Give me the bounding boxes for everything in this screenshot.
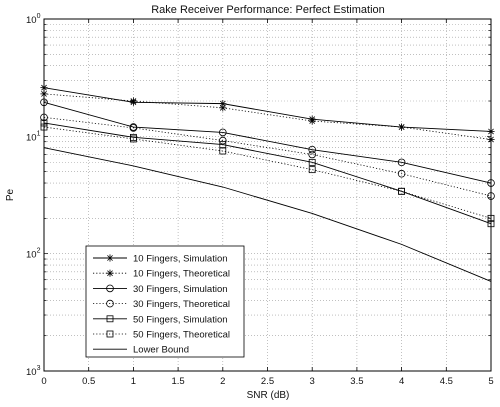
legend-entry: 30 Fingers, Simulation (93, 284, 228, 295)
legend-marker (106, 284, 114, 293)
y-tick-label: 103 (26, 365, 41, 378)
chart-legend: 10 Fingers, Simulation 10 Fingers, Theore… (85, 245, 245, 358)
legend-entry: 30 Fingers, Theoretical (93, 299, 230, 310)
x-tick-label: 0.5 (82, 376, 95, 387)
star-marker-stroke (219, 104, 226, 111)
legend-entry: 50 Fingers, Simulation (93, 314, 228, 325)
legend-entry: Lower Bound (93, 345, 189, 356)
legend-entry: 50 Fingers, Theoretical (93, 330, 230, 341)
data-point (129, 135, 137, 143)
data-point (308, 166, 316, 174)
y-tick-label: 100 (26, 13, 41, 26)
star-marker-stroke (309, 118, 316, 124)
legend-entry: 10 Fingers, Simulation (93, 254, 228, 265)
data-point (129, 124, 138, 132)
legend-marker (106, 299, 114, 308)
legend-box (85, 245, 245, 358)
y-axis-label: Pe (5, 188, 16, 201)
x-tick-label: 2 (220, 376, 225, 387)
data-point (397, 169, 406, 178)
x-tick-label: 3.5 (350, 376, 363, 387)
data-point (308, 150, 317, 159)
data-point (398, 123, 406, 131)
data-point (308, 145, 317, 154)
x-tick-label: 4 (399, 376, 404, 387)
data-point (129, 97, 137, 105)
x-tick-label: 1.5 (171, 376, 184, 387)
x-axis-label: SNR (dB) (247, 390, 290, 401)
legend-label: 50 Fingers, Theoretical (133, 330, 230, 341)
grid-lines (44, 19, 491, 371)
series-6 (43, 147, 492, 282)
data-point (308, 158, 316, 166)
data-point (219, 147, 227, 155)
star-marker-stroke (130, 98, 137, 104)
data-point (219, 104, 227, 112)
x-tick-label: 3 (310, 376, 315, 387)
legend-marker (106, 254, 114, 262)
star-marker-stroke (219, 100, 226, 107)
data-point (219, 136, 227, 145)
star-marker-stroke (107, 255, 113, 261)
legend-entry: 10 Fingers, Theoretical (93, 269, 230, 280)
series-line (43, 93, 492, 140)
legend-label: Lower Bound (133, 345, 189, 356)
x-tick-label: 4.5 (440, 376, 453, 387)
series-line (43, 101, 492, 184)
y-tick-label: 102 (26, 248, 41, 261)
legend-marker (106, 330, 114, 338)
data-point (397, 158, 406, 167)
data-point (398, 187, 406, 195)
data-point (219, 128, 227, 137)
legend-marker (106, 269, 114, 277)
x-tick-label: 2.5 (261, 376, 274, 387)
x-tick-label: 5 (488, 376, 493, 387)
legend-label: 10 Fingers, Theoretical (133, 269, 230, 280)
star-marker-stroke (398, 124, 405, 130)
legend-marker (106, 315, 114, 323)
x-tick-label: 0 (41, 376, 46, 387)
data-point (308, 117, 316, 125)
legend-label: 50 Fingers, Simulation (133, 314, 228, 325)
legend-label: 30 Fingers, Simulation (133, 284, 228, 295)
axis-ticks: 0 0.5 1 1.5 2 2.5 3 3.5 4 4.5 5 100 101 102 103 (26, 13, 494, 387)
y-tick-label: 101 (26, 130, 41, 143)
star-marker-stroke (107, 270, 113, 277)
series-line (43, 122, 492, 225)
legend-label: 10 Fingers, Simulation (133, 254, 228, 265)
x-tick-label: 1 (131, 376, 136, 387)
series-line (43, 147, 492, 282)
chart-title: Rake Receiver Performance: Perfect Estim… (151, 4, 385, 16)
legend-label: 30 Fingers, Theoretical (133, 299, 230, 310)
